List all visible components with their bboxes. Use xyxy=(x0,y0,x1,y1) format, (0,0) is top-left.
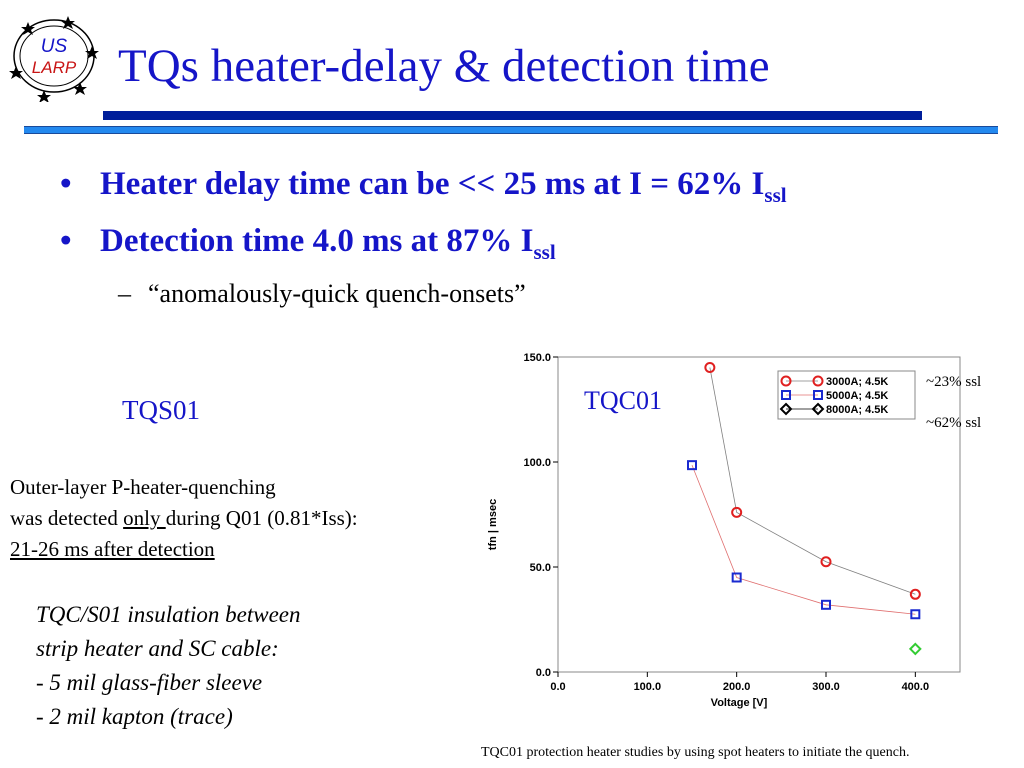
data-point xyxy=(731,572,742,583)
ssl-label-23: ~23% ssl xyxy=(926,374,982,390)
data-point xyxy=(910,609,921,620)
bullet-text: Heater delay time can be << 25 ms at I =… xyxy=(100,166,765,202)
ssl-label-62: ~62% ssl xyxy=(926,415,982,431)
bullet-marker: • xyxy=(60,166,72,202)
us-larp-logo: US LARP xyxy=(8,10,100,103)
x-tick-label: 100.0 xyxy=(634,681,662,693)
data-point xyxy=(704,362,716,373)
plot-frame xyxy=(557,356,961,673)
tqc01-label: TQC01 xyxy=(584,386,662,415)
legend-marker xyxy=(781,390,791,400)
legend-marker xyxy=(779,402,793,416)
insulation-line: strip heater and SC cable: xyxy=(36,636,279,661)
heater-delay-chart: 0.0 50.0 100.0 150.0 0.0 100.0 200.0 300.0 400.0… xyxy=(478,340,968,715)
series-line-0 xyxy=(709,367,916,595)
outer-note-pre: was detected xyxy=(10,506,124,530)
x-axis-label: Voltage [V] xyxy=(711,697,768,709)
legend-marker xyxy=(811,402,825,416)
outer-note-line-2: was detected only during Q01 (0.81*Iss): xyxy=(10,503,358,534)
legend-marker xyxy=(813,390,823,400)
logo-line-1: US xyxy=(41,36,68,57)
data-point xyxy=(687,460,697,471)
x-tick-label: 0.0 xyxy=(550,681,565,693)
bullet-text: Detection time 4.0 ms at 87% I xyxy=(100,223,534,259)
title-underline xyxy=(103,111,922,120)
y-axis-label: tfn | msec xyxy=(487,499,499,550)
outer-note-line-3: 21-26 ms after detection xyxy=(10,537,215,561)
insulation-line: - 5 mil glass-fiber sleeve xyxy=(36,670,263,695)
sub-bullet-marker: – xyxy=(118,279,131,308)
sub-bullet-text: “anomalously-quick quench-onsets” xyxy=(148,279,526,308)
chart-svg: 0.0 50.0 100.0 150.0 0.0 100.0 200.0 300.0 400.0… xyxy=(487,352,961,709)
x-tick-label: 300.0 xyxy=(812,681,840,693)
insulation-line: - 2 mil kapton (trace) xyxy=(36,704,233,729)
bullet-detection-time: • Detection time 4.0 ms at 87% Issl xyxy=(60,223,556,265)
logo-line-2: LARP xyxy=(32,58,77,77)
data-point xyxy=(821,599,831,610)
slide-title: TQs heater-delay & detection time xyxy=(118,40,770,92)
insulation-line: TQC/S01 insulation between xyxy=(36,602,301,627)
outer-note-underlined: only xyxy=(123,506,166,530)
x-tick-label: 200.0 xyxy=(723,681,751,693)
legend-entry: 8000A; 4.5K xyxy=(826,404,888,416)
x-tick-label: 400.0 xyxy=(902,681,930,693)
bullet-subscript: ssl xyxy=(764,183,787,207)
y-tick-label: 0.0 xyxy=(536,667,551,679)
outer-layer-note: Outer-layer P-heater-quenching was detec… xyxy=(10,472,358,565)
y-tick-label: 50.0 xyxy=(530,562,551,574)
outer-note-line-1: Outer-layer P-heater-quenching xyxy=(10,475,276,499)
data-point xyxy=(909,588,921,600)
insulation-note: TQC/S01 insulation between strip heater … xyxy=(36,598,301,734)
divider-bar xyxy=(24,126,998,134)
tqs01-label: TQS01 xyxy=(122,395,201,425)
legend-entry: 5000A; 4.5K xyxy=(826,390,888,402)
data-point xyxy=(731,506,743,518)
legend-entry: 3000A; 4.5K xyxy=(826,376,888,388)
outer-note-post: during Q01 (0.81*Iss): xyxy=(165,506,358,530)
series-line-1 xyxy=(691,465,916,615)
y-tick-label: 100.0 xyxy=(523,457,551,469)
slide-caption: TQC01 protection heater studies by using… xyxy=(481,745,910,760)
legend-marker xyxy=(780,375,792,387)
bullet-marker: • xyxy=(60,223,72,259)
bullet-heater-delay: • Heater delay time can be << 25 ms at I … xyxy=(60,166,787,208)
bullet-subscript: ssl xyxy=(533,240,556,264)
data-point xyxy=(820,556,832,568)
data-point xyxy=(908,642,922,656)
y-tick-label: 150.0 xyxy=(523,352,551,364)
sub-bullet-anomalous: – “anomalously-quick quench-onsets” xyxy=(118,279,526,309)
legend-marker xyxy=(812,375,824,387)
